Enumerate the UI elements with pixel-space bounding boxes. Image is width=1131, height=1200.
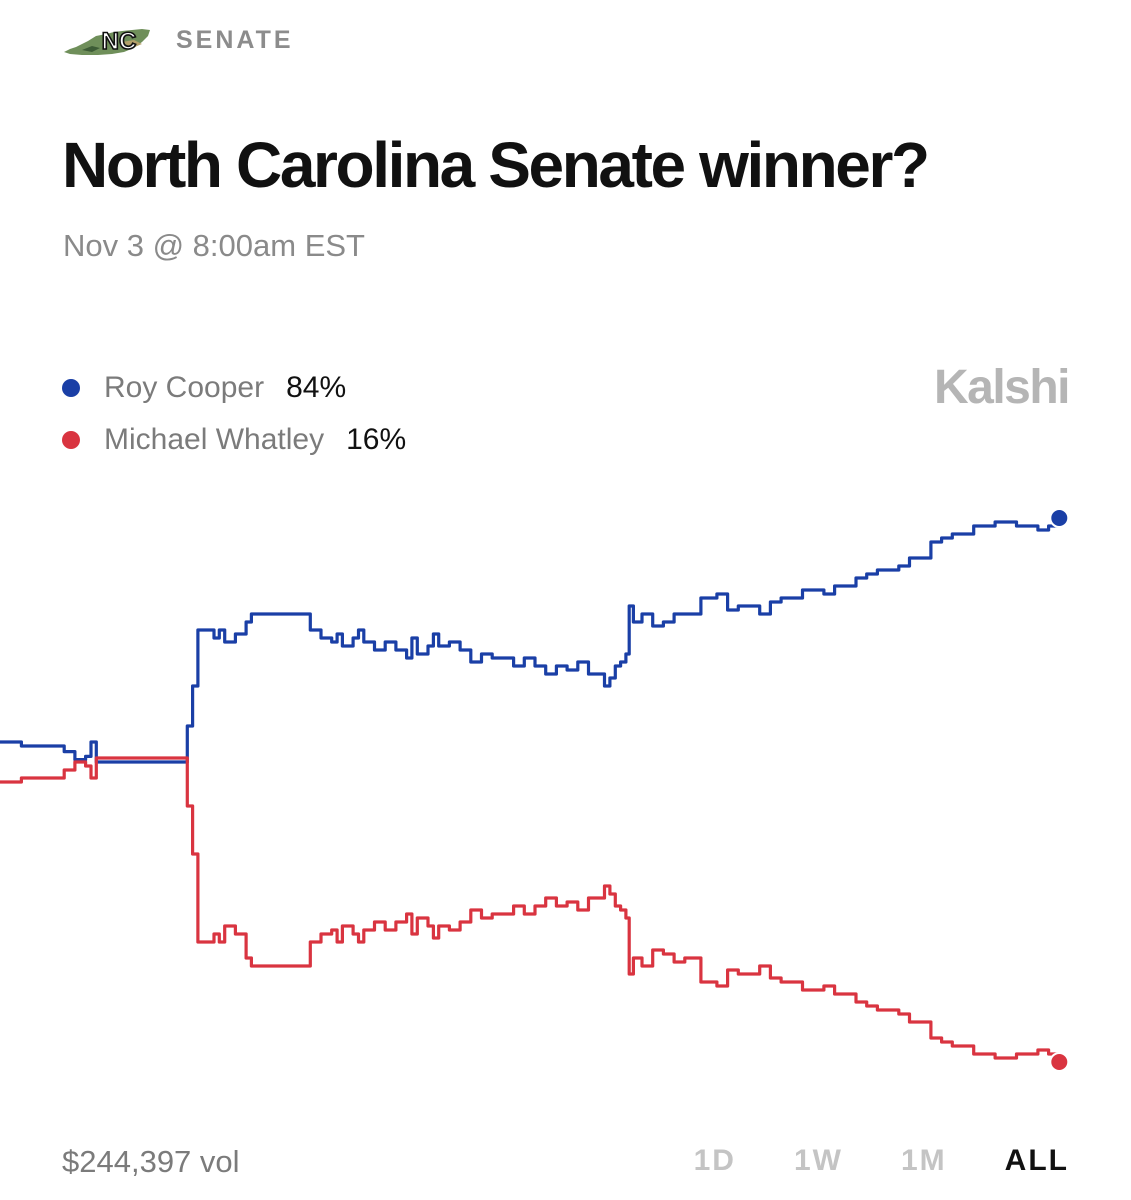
market-header: NC SENATE (62, 22, 294, 58)
legend-name-roy-cooper: Roy Cooper (104, 371, 265, 404)
chart-legend: Roy Cooper 84% Michael Whatley 16% (62, 366, 406, 470)
chart-footer: $244,397 vol 1D 1W 1M ALL (0, 1140, 1131, 1192)
legend-value-roy-cooper: 84% (286, 371, 347, 404)
market-title: North Carolina Senate winner? (62, 129, 930, 201)
range-tab-1m[interactable]: 1M (900, 1144, 947, 1177)
legend-dot-roy-cooper (62, 379, 80, 397)
kalshi-logo: Kalshi (933, 361, 1071, 414)
market-category: SENATE (176, 25, 294, 54)
legend-dot-michael-whatley (62, 431, 80, 449)
range-tab-all[interactable]: ALL (1004, 1144, 1069, 1177)
series-line-michael-whatley (0, 756, 1061, 1062)
probability-chart[interactable] (0, 470, 1131, 1110)
time-range-selector: 1D 1W 1M ALL (636, 1144, 1069, 1178)
market-close-time: Nov 3 @ 8:00am EST (63, 228, 365, 263)
series-line-roy-cooper (0, 518, 1061, 764)
series-endpoint-roy-cooper (1049, 508, 1070, 528)
legend-item-roy-cooper: Roy Cooper 84% (62, 366, 406, 410)
legend-value-michael-whatley: 16% (346, 423, 407, 456)
nc-state-logo: NC (64, 27, 150, 56)
range-tab-1w[interactable]: 1W (793, 1144, 843, 1177)
legend-name-michael-whatley: Michael Whatley (104, 423, 325, 456)
legend-item-michael-whatley: Michael Whatley 16% (62, 418, 406, 462)
nc-logo-text: NC (102, 28, 137, 55)
range-tab-1d[interactable]: 1D (693, 1144, 736, 1177)
series-endpoint-michael-whatley (1049, 1052, 1070, 1072)
trade-volume: $244,397 vol (62, 1144, 240, 1179)
